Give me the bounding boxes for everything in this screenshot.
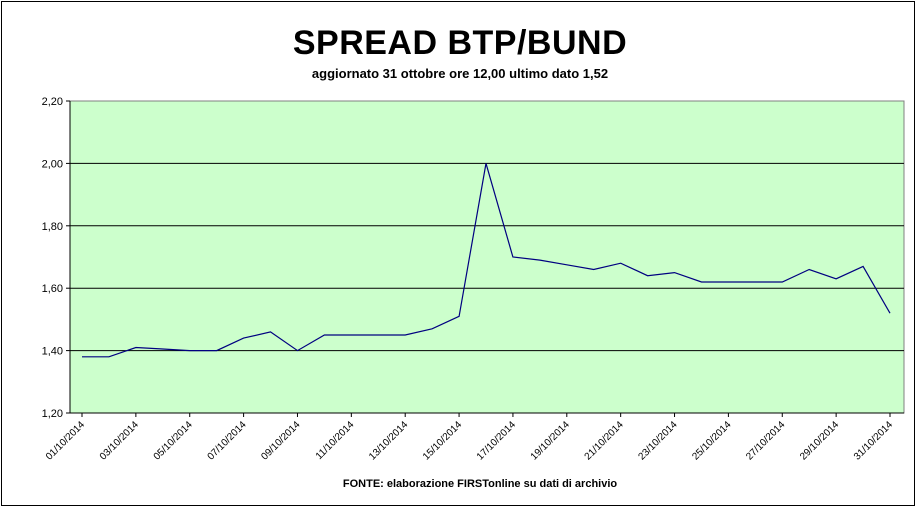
x-tick-label: 09/10/2014 (259, 419, 302, 462)
x-tick-label: 25/10/2014 (690, 419, 733, 462)
y-tick-label: 1,20 (42, 408, 63, 420)
x-tick-label: 19/10/2014 (529, 419, 572, 462)
y-axis-ticks: 1,20 1,40 1,60 1,80 2,00 2,20 (42, 96, 70, 420)
y-tick-label: 1,60 (42, 283, 63, 295)
y-tick-label: 2,20 (42, 96, 63, 108)
x-tick-label: 31/10/2014 (852, 419, 895, 462)
y-tick-label: 1,40 (42, 346, 63, 358)
x-tick-label: 29/10/2014 (798, 419, 841, 462)
x-tick-label: 11/10/2014 (314, 419, 357, 462)
x-tick-label: 13/10/2014 (367, 419, 410, 462)
x-tick-label: 23/10/2014 (636, 419, 679, 462)
y-tick-label: 2,00 (42, 158, 63, 170)
x-tick-label: 15/10/2014 (421, 419, 464, 462)
x-tick-label: 03/10/2014 (98, 419, 141, 462)
chart-subtitle: aggiornato 31 ottobre ore 12,00 ultimo d… (311, 66, 609, 81)
x-tick-label: 07/10/2014 (206, 419, 249, 462)
source-note: FONTE: elaborazione FIRSTonline su dati … (342, 478, 618, 490)
axes (69, 101, 904, 414)
chart-title: SPREAD BTP/BUND (292, 24, 628, 62)
plot-background (69, 100, 905, 414)
x-axis-ticks: 01/10/2014 03/10/2014 05/10/2014 07/10/2014… (44, 413, 895, 463)
x-tick-label: 21/10/2014 (583, 419, 626, 462)
x-tick-label: 01/10/2014 (44, 419, 87, 462)
series-line (82, 163, 891, 358)
x-tick-label: 27/10/2014 (744, 419, 787, 462)
y-tick-label: 1,80 (42, 221, 63, 233)
plot-area (69, 100, 905, 414)
x-tick-label: 05/10/2014 (152, 419, 195, 462)
series-layer (82, 163, 891, 358)
x-tick-label: 17/10/2014 (475, 419, 518, 462)
